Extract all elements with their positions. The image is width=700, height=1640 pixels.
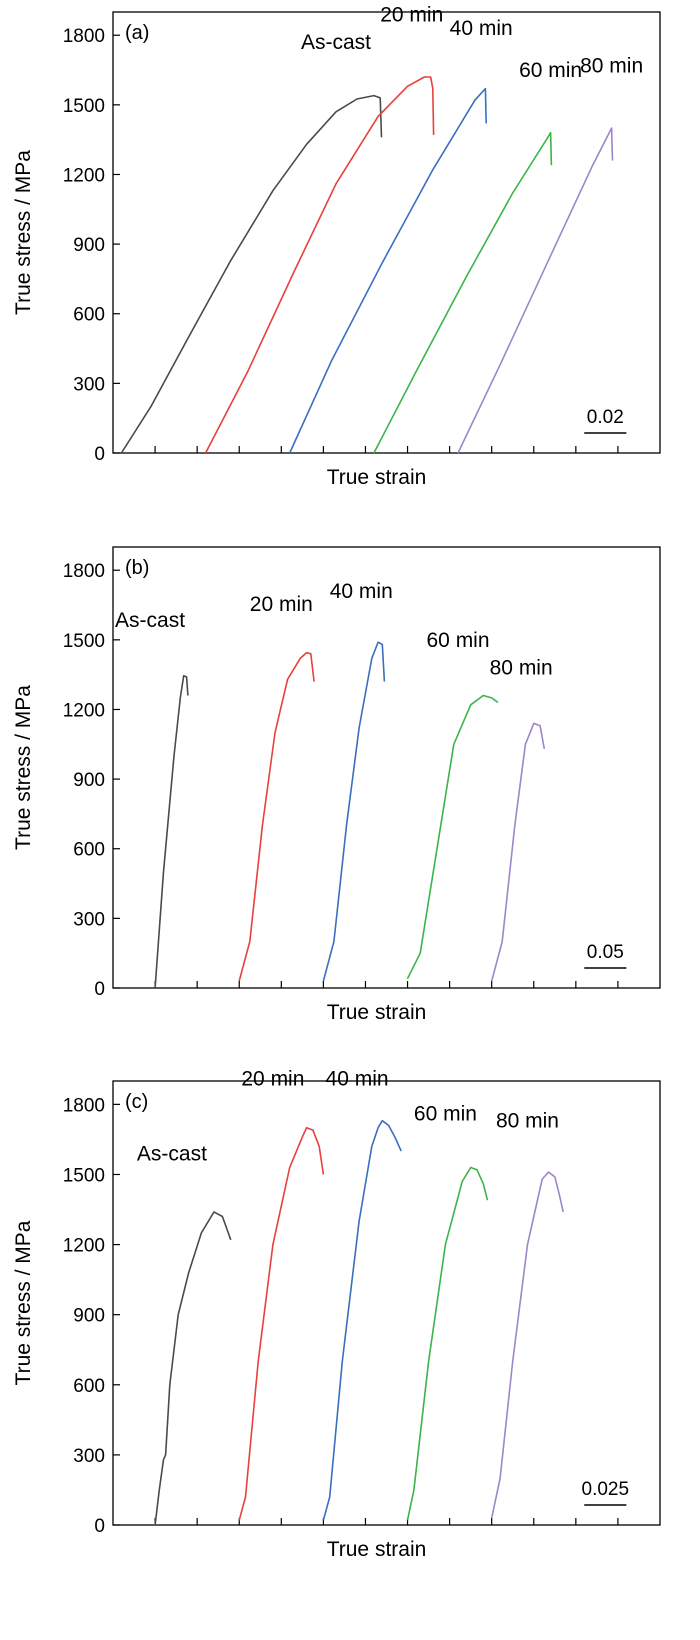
series-label: 20 min <box>241 1068 304 1091</box>
series-line-60-min <box>373 131 553 454</box>
y-axis-title: True stress / MPa <box>12 1220 35 1385</box>
y-tick-label: 900 <box>73 1306 105 1327</box>
series-label: 80 min <box>490 657 553 680</box>
plot-frame <box>112 1080 661 1526</box>
y-tick-label: 1800 <box>63 26 105 47</box>
chart-panel-2: 0 300 600 900 1200 1500 1800 True strain True st… <box>12 1068 661 1561</box>
y-tick-label: 900 <box>73 770 105 791</box>
series-label: 20 min <box>250 593 313 616</box>
series-line-as-cast <box>154 675 189 989</box>
y-tick-label: 1800 <box>63 561 105 582</box>
panel-label: (c) <box>125 1091 148 1113</box>
series-label: 40 min <box>330 580 393 603</box>
panel-label: (a) <box>125 22 149 44</box>
y-tick-label: 1500 <box>63 631 105 652</box>
y-tick-label: 600 <box>73 840 105 861</box>
scale-bar-label: 0.025 <box>582 1479 630 1500</box>
series-label: 60 min <box>519 59 582 82</box>
y-tick-label: 1200 <box>63 1236 105 1257</box>
chart-panel-1: 0 300 600 900 1200 1500 1800 True strain True st… <box>12 546 661 1024</box>
y-tick-label: 1500 <box>63 96 105 117</box>
series-line-as-cast <box>120 94 383 454</box>
series-line-80-min <box>490 722 546 982</box>
y-tick-label: 300 <box>73 374 105 395</box>
series-line-as-cast <box>154 1211 232 1526</box>
y-tick-label: 0 <box>94 1516 105 1537</box>
series-label: As-cast <box>137 1142 207 1165</box>
plot-frame <box>112 546 661 989</box>
series-label: 40 min <box>326 1068 389 1091</box>
series-line-20-min <box>204 76 435 454</box>
series-line-40-min <box>288 87 487 454</box>
y-tick-label: 1200 <box>63 700 105 721</box>
series-label: 40 min <box>450 17 513 40</box>
series-line-40-min <box>322 1119 402 1521</box>
plot-frame <box>112 11 661 454</box>
y-tick-label: 1500 <box>63 1165 105 1186</box>
series-line-80-min <box>490 1171 564 1519</box>
x-axis-title: True strain <box>327 466 427 489</box>
series-label: 80 min <box>580 54 643 77</box>
y-tick-label: 300 <box>73 1446 105 1467</box>
series-label: As-cast <box>301 31 371 54</box>
series-line-80-min <box>457 127 614 454</box>
series-line-60-min <box>406 1166 489 1521</box>
y-tick-label: 300 <box>73 909 105 930</box>
scale-bar-label: 0.05 <box>587 942 624 963</box>
series-line-40-min <box>322 641 386 982</box>
y-tick-label: 0 <box>94 444 105 465</box>
y-tick-label: 600 <box>73 1376 105 1397</box>
y-tick-label: 1200 <box>63 165 105 186</box>
series-label: 80 min <box>496 1110 559 1133</box>
series-label: As-cast <box>115 609 185 632</box>
scale-bar-label: 0.02 <box>587 407 624 428</box>
y-axis-title: True stress / MPa <box>12 150 35 315</box>
series-label: 60 min <box>427 629 490 652</box>
chart-panel-0: 0 300 600 900 1200 1500 1800 True strain True st… <box>12 3 661 489</box>
y-tick-label: 900 <box>73 235 105 256</box>
series-label: 60 min <box>414 1103 477 1126</box>
series-label: 20 min <box>380 3 443 26</box>
y-tick-label: 0 <box>94 979 105 1000</box>
series-line-20-min <box>238 1126 325 1521</box>
series-line-20-min <box>238 651 315 982</box>
y-tick-label: 600 <box>73 305 105 326</box>
panel-label: (b) <box>125 557 149 579</box>
x-axis-title: True strain <box>327 1001 427 1024</box>
x-axis-title: True strain <box>327 1538 427 1561</box>
y-axis-title: True stress / MPa <box>12 685 35 850</box>
series-line-60-min <box>406 694 499 980</box>
y-tick-label: 1800 <box>63 1095 105 1116</box>
